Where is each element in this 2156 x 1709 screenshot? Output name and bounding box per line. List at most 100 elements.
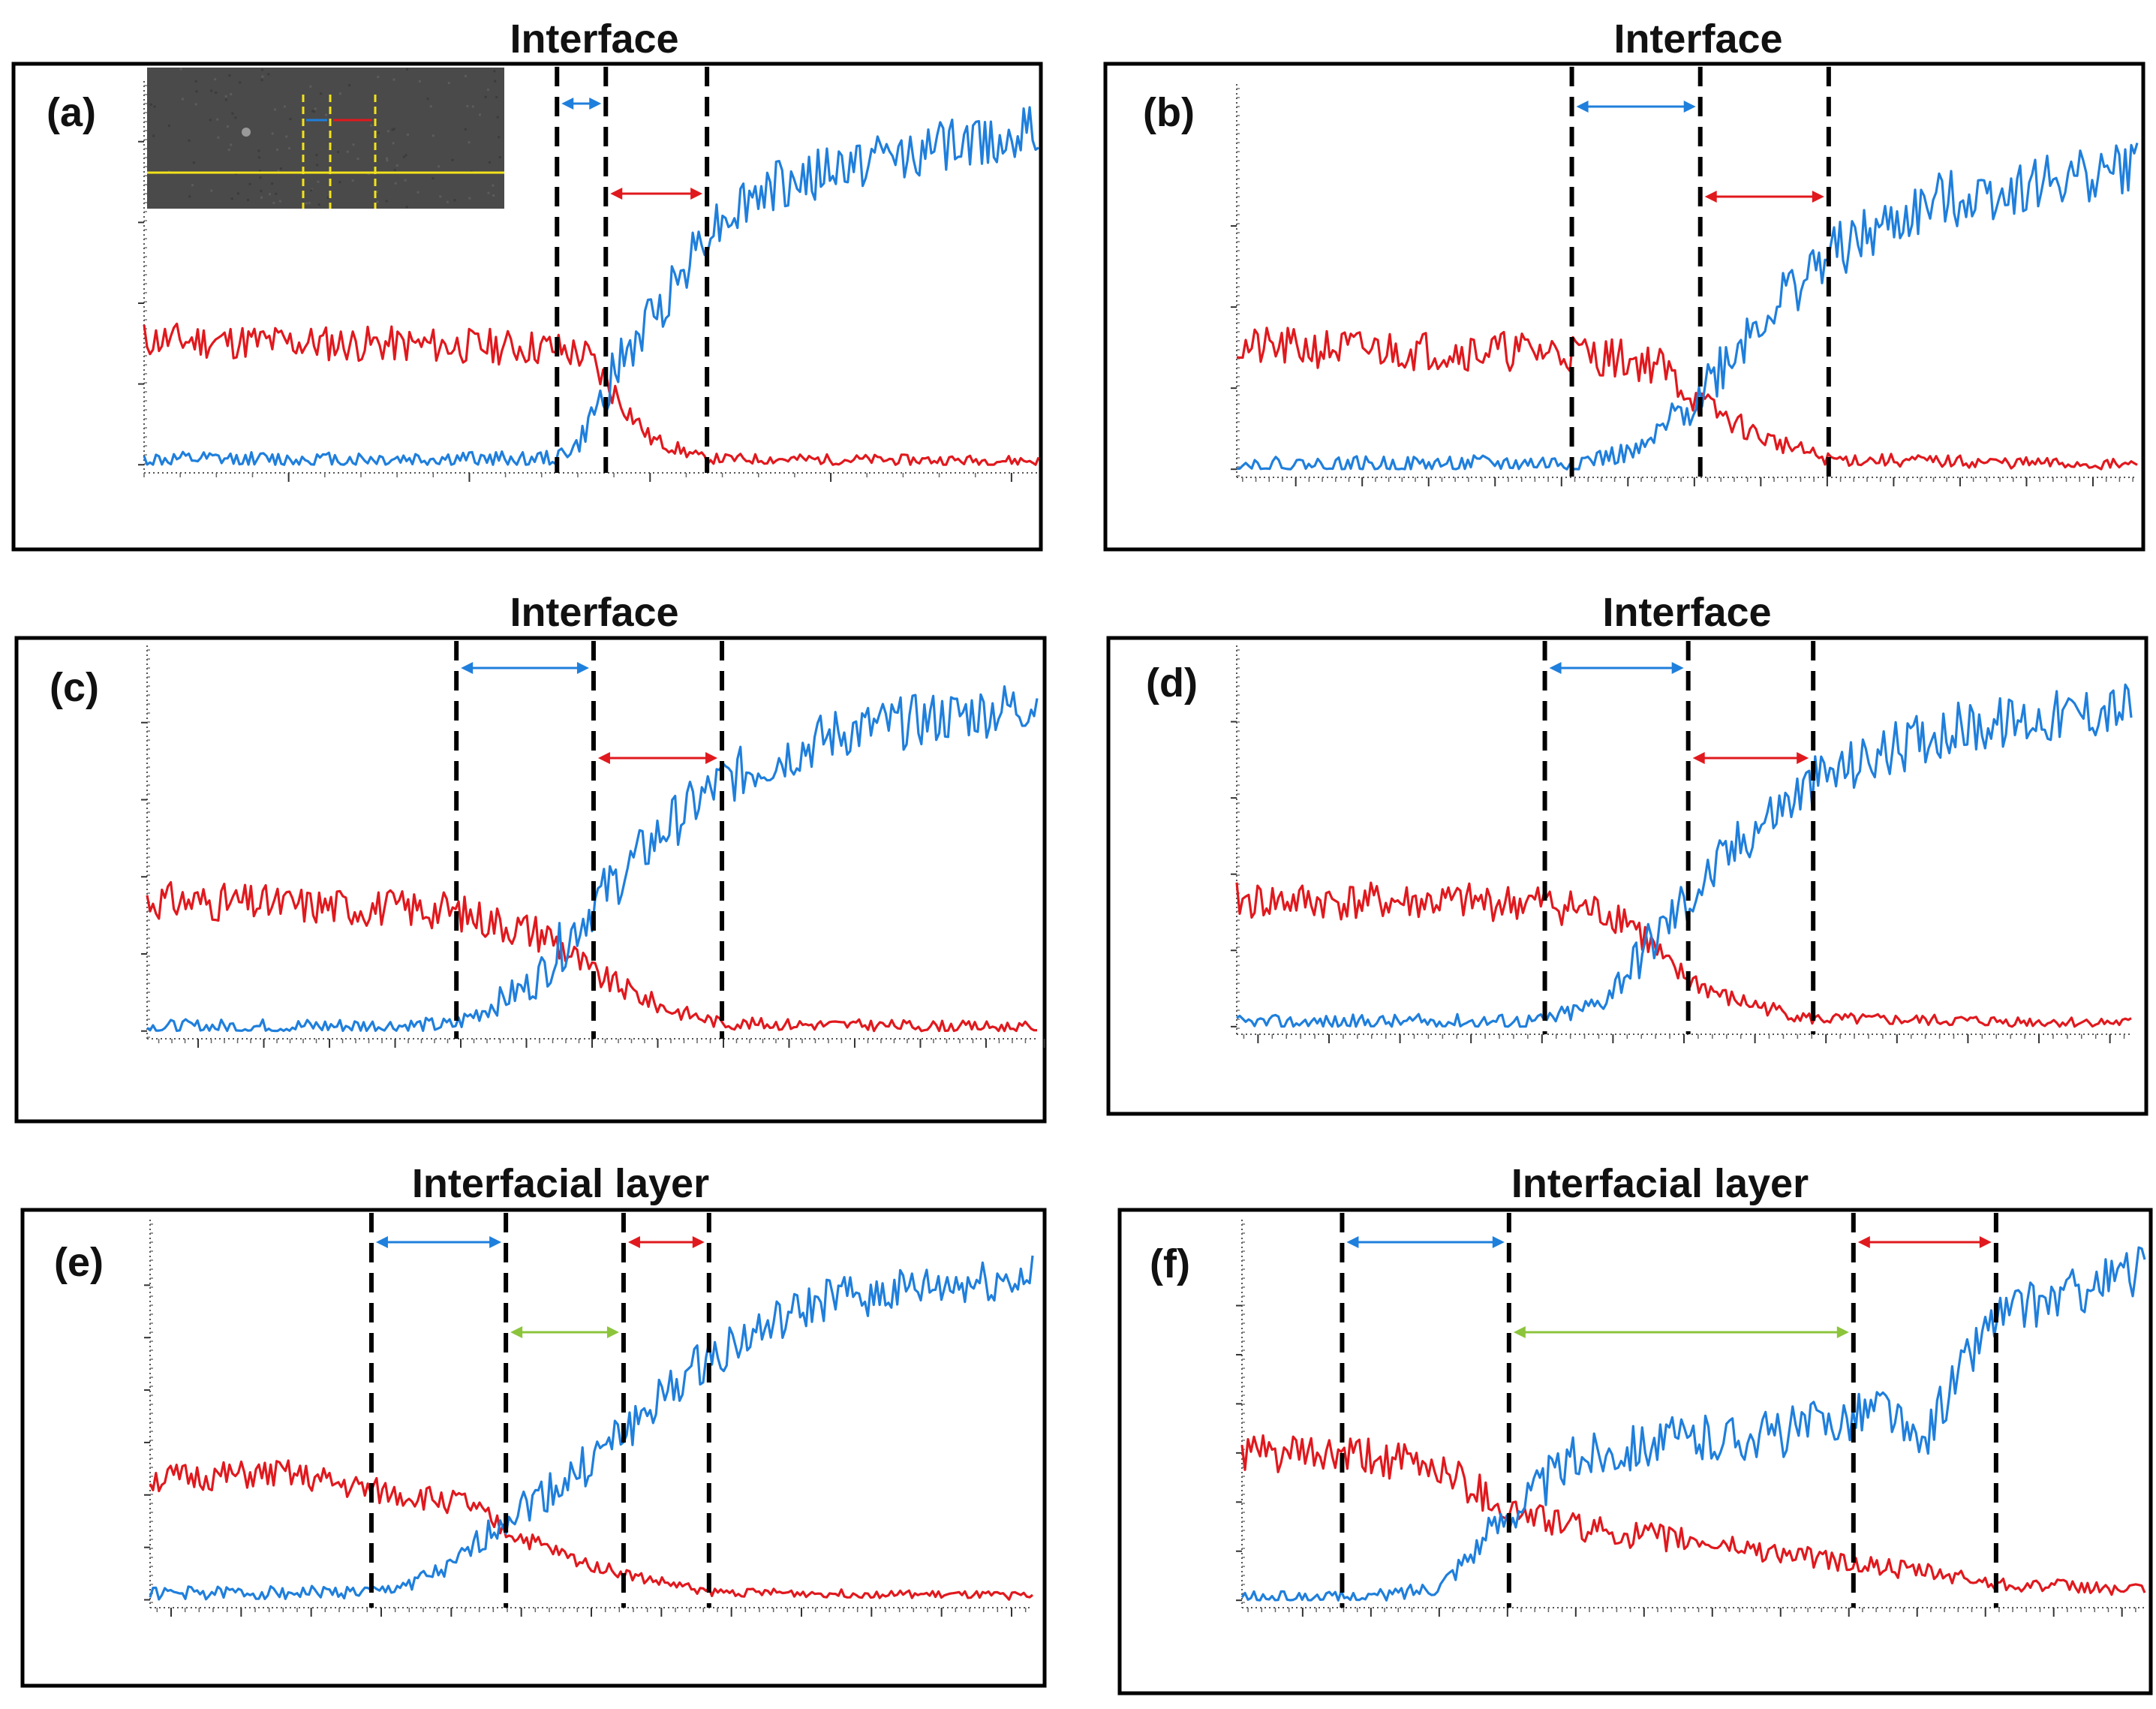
panel-d-series-al	[1236, 683, 2133, 1028]
panel-a-frame	[11, 62, 1043, 552]
panel-a-inset-grain	[272, 201, 275, 204]
panel-a-inset-grain	[492, 194, 495, 197]
panel-d-frame	[1106, 636, 2148, 1116]
panel-a-inset-grain	[226, 125, 229, 128]
panel-b-arrowhead-left	[1576, 101, 1589, 113]
panel-a-inset-grain	[315, 154, 318, 157]
panel-a-inset-grain	[404, 179, 407, 182]
panel-d-arrowhead-left	[1692, 752, 1705, 764]
panel-a-label: (a)	[47, 90, 96, 135]
panel-a-inset-grain	[385, 157, 388, 160]
panel-a-series-al	[143, 106, 1039, 466]
panel-a-inset-grain	[248, 182, 251, 185]
panel-a-inset-grain	[484, 95, 487, 98]
panel-a-inset-grain	[149, 103, 152, 106]
panel-a-inset-grain	[276, 148, 279, 151]
panel-a-inset-grain	[224, 98, 227, 101]
panel-d: Interface (d)	[1106, 590, 2148, 1116]
panel-a-inset-grain	[285, 135, 288, 138]
panel-b-label: (b)	[1143, 90, 1195, 135]
panel-a-inset-grain	[179, 68, 182, 71]
panel-a-inset-grain	[209, 119, 212, 122]
panel-a-inset-grain	[317, 203, 320, 206]
panel-a-inset-grain	[498, 156, 501, 159]
panel-f-label: (f)	[1150, 1241, 1190, 1286]
panel-a-inset-grain	[217, 136, 220, 139]
panel-a-inset-grain	[188, 139, 191, 142]
panel-f-series-al	[1240, 1246, 2146, 1602]
panel-a-inset-grain	[230, 197, 233, 200]
panel-a-inset-grain	[215, 92, 218, 95]
panel-a-inset-grain	[214, 78, 217, 81]
panel-a-inset-grain	[438, 165, 441, 168]
panel-a-inset-grain	[228, 74, 231, 77]
panel-a-inset-particle	[242, 128, 251, 137]
panel-c-arrowhead-right	[705, 752, 718, 764]
panel-d-arrowhead-right	[1671, 662, 1684, 674]
panel-a-inset-grain	[405, 206, 408, 209]
panel-f: Interfacial layer (f)	[1117, 1161, 2153, 1695]
panel-b-arrowhead-right	[1683, 101, 1696, 113]
panel-a-inset-grain	[314, 107, 317, 110]
panel-a-inset-grain	[392, 78, 395, 81]
panel-e-arrowhead-left	[375, 1236, 388, 1248]
panel-a-inset-grain	[464, 128, 467, 131]
panel-e-arrowhead-right	[606, 1326, 619, 1338]
panel-a-inset-grain	[271, 132, 274, 135]
panel-a-inset-grain	[446, 200, 449, 203]
panel-a-arrowhead-left	[610, 188, 623, 200]
panel-a-inset-grain	[394, 182, 397, 185]
panel-a-inset-grain	[279, 167, 282, 170]
panel-a-inset-grain	[375, 191, 378, 194]
panel-a-inset-grain	[370, 124, 373, 127]
panel-a-inset-grain	[432, 134, 435, 137]
panel-a-inset-grain	[404, 154, 407, 157]
panel-a-inset-grain	[439, 195, 442, 198]
panel-a-inset-grain	[257, 156, 260, 159]
panel-a-inset-grain	[468, 197, 471, 200]
panel-a-inset-grain	[429, 105, 432, 108]
panel-a-inset-grain	[406, 133, 409, 136]
panel-a-inset-grain	[496, 116, 499, 119]
panel-a-inset-grain	[326, 196, 329, 199]
panel-c-arrowhead-left	[461, 662, 474, 674]
panel-a-inset-grain	[192, 161, 195, 164]
panel-a-inset-grain	[392, 128, 395, 131]
panel-c: Interface (c)	[14, 590, 1047, 1124]
panel-a-inset-grain	[231, 112, 234, 115]
panel-a-inset-grain	[488, 161, 491, 164]
panel-a-inset-grain	[311, 110, 314, 113]
panel-d-series-ti	[1235, 881, 2132, 1028]
panel-a-inset-grain	[313, 110, 316, 113]
panel-a-inset-grain	[338, 181, 341, 184]
panel-a-inset-grain	[230, 92, 233, 95]
panel-a-inset-grain	[325, 113, 328, 116]
panel-a-inset-grain	[194, 103, 197, 106]
panel-a-inset-grain	[153, 105, 156, 108]
panel-a-inset-grain	[316, 164, 319, 167]
panel-c-label: (c)	[50, 665, 99, 710]
panel-a-inset-grain	[356, 157, 359, 160]
panel-a-inset-grain	[492, 184, 495, 187]
panel-b-arrowhead-right	[1812, 191, 1824, 203]
panel-c-arrowhead-left	[597, 752, 610, 764]
panel-a-inset-grain	[309, 85, 312, 88]
panel-a-inset-grain	[260, 196, 263, 199]
panel-a-inset-grain	[230, 143, 233, 146]
panel-e-arrowhead-left	[510, 1326, 523, 1338]
panel-a-inset-grain	[395, 164, 398, 167]
panel-a-inset-grain	[289, 118, 292, 121]
panel-a-inset-grain	[283, 105, 286, 108]
panel-e-series-ti	[149, 1459, 1033, 1601]
panel-a-inset-grain	[391, 128, 394, 131]
panel-a-inset-grain	[277, 170, 280, 173]
panel-c-frame	[14, 636, 1047, 1124]
panel-a-inset-grain	[416, 191, 419, 194]
panel-a-inset-grain	[278, 200, 281, 203]
panel-e-arrowhead-right	[489, 1236, 502, 1248]
panel-f-arrowhead-right	[1492, 1236, 1505, 1248]
panel-b: Interface (b)	[1103, 17, 2145, 552]
panel-a-arrowhead-right	[589, 98, 602, 110]
panel-a-inset-grain	[453, 199, 456, 202]
